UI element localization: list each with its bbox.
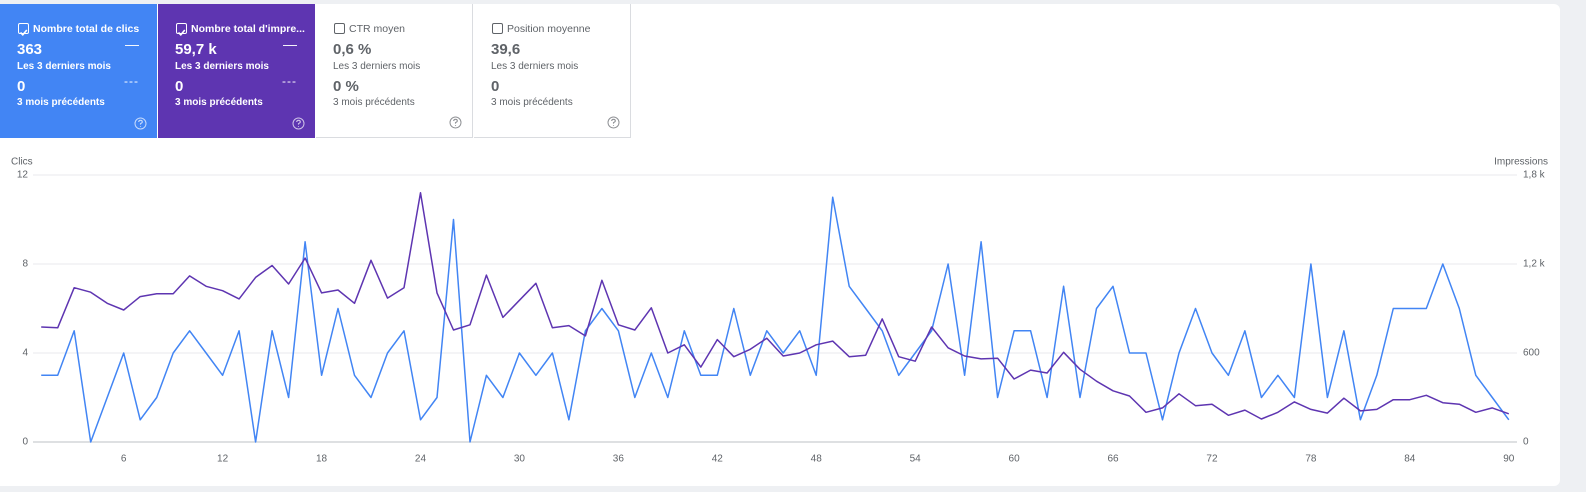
series-line bbox=[41, 192, 1510, 420]
x-tick-label: 90 bbox=[1503, 454, 1515, 465]
checkbox[interactable] bbox=[334, 23, 345, 34]
card-previous-period: 3 mois précédents bbox=[17, 97, 105, 108]
x-tick-label: 60 bbox=[1009, 454, 1021, 465]
y2-tick-label: 1,8 k bbox=[1523, 170, 1546, 181]
x-tick-label: 6 bbox=[121, 454, 127, 465]
y-tick-label: 4 bbox=[22, 348, 28, 359]
card-period: Les 3 derniers mois bbox=[175, 61, 269, 72]
x-tick-label: 12 bbox=[217, 454, 229, 465]
card-previous-value: 0 bbox=[175, 78, 184, 95]
checkbox[interactable] bbox=[18, 23, 29, 36]
card-period: Les 3 derniers mois bbox=[333, 61, 421, 72]
y-tick-label: 0 bbox=[22, 437, 28, 448]
y2-tick-label: 600 bbox=[1523, 348, 1540, 359]
card-previous-period: 3 mois précédents bbox=[491, 97, 573, 108]
card-label: CTR moyen bbox=[349, 23, 406, 35]
x-tick-label: 18 bbox=[316, 454, 328, 465]
x-tick-label: 84 bbox=[1404, 454, 1416, 465]
card-label: Position moyenne bbox=[507, 23, 591, 35]
y2-tick-label: 0 bbox=[1523, 437, 1529, 448]
x-tick-label: 72 bbox=[1206, 454, 1218, 465]
metric-card[interactable]: Nombre total de clics 363 Les 3 derniers m… bbox=[0, 4, 157, 138]
line-legend: — bbox=[283, 36, 297, 52]
y-tick-label: 8 bbox=[22, 259, 28, 270]
checkbox[interactable] bbox=[492, 23, 503, 34]
line-legend-previous: --- bbox=[282, 74, 297, 88]
metric-card[interactable]: Nombre total d'impre... 59,7 k Les 3 derni… bbox=[158, 4, 315, 138]
card-previous-value: 0 bbox=[491, 78, 500, 95]
card-value: 59,7 k bbox=[175, 41, 217, 58]
card-label: Nombre total de clics bbox=[33, 23, 140, 35]
x-tick-label: 24 bbox=[415, 454, 427, 465]
card-previous-period: 3 mois précédents bbox=[175, 97, 263, 108]
line-legend-previous: --- bbox=[124, 74, 139, 88]
y-tick-label: 12 bbox=[17, 170, 29, 181]
x-tick-label: 30 bbox=[514, 454, 526, 465]
x-tick-label: 66 bbox=[1107, 454, 1119, 465]
line-legend: — bbox=[125, 36, 139, 52]
card-previous-value: 0 % bbox=[333, 78, 359, 95]
card-value: 39,6 bbox=[491, 41, 521, 58]
y2-axis-title: Impressions bbox=[1494, 157, 1548, 168]
card-value: 0,6 % bbox=[333, 41, 372, 58]
x-tick-label: 42 bbox=[712, 454, 724, 465]
x-tick-label: 54 bbox=[910, 454, 922, 465]
x-tick-label: 48 bbox=[811, 454, 823, 465]
panel: Nombre total de clics 363 Les 3 derniers m… bbox=[0, 4, 1560, 486]
metric-card[interactable]: CTR moyen 0,6 % Les 3 derniers mois 0 % 3 mo… bbox=[316, 4, 473, 138]
card-label: Nombre total d'impre... bbox=[191, 23, 305, 35]
card-period: Les 3 derniers mois bbox=[17, 61, 111, 72]
series-line bbox=[41, 196, 1510, 443]
card-value: 363 bbox=[17, 41, 43, 58]
x-tick-label: 36 bbox=[613, 454, 625, 465]
card-previous-period: 3 mois précédents bbox=[333, 97, 415, 108]
card-period: Les 3 derniers mois bbox=[491, 61, 579, 72]
y-axis-title: Clics bbox=[11, 157, 33, 168]
x-tick-label: 78 bbox=[1305, 454, 1317, 465]
checkbox[interactable] bbox=[176, 23, 187, 36]
metric-card[interactable]: Position moyenne 39,6 Les 3 derniers mois 0… bbox=[474, 4, 631, 138]
card-previous-value: 0 bbox=[17, 78, 26, 95]
y2-tick-label: 1,2 k bbox=[1523, 259, 1546, 270]
